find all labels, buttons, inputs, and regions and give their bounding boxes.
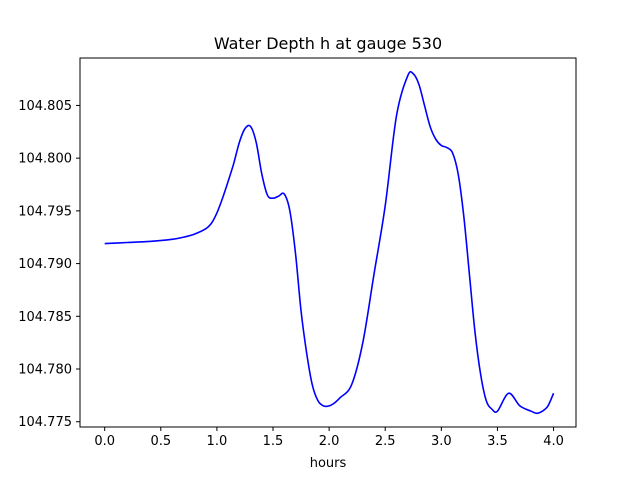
- y-tick-label: 104.795: [18, 204, 72, 219]
- x-tick-label: 3.5: [487, 434, 508, 449]
- x-axis-title: hours: [310, 456, 347, 471]
- y-tick-label: 104.785: [18, 310, 72, 325]
- y-tick-label: 104.780: [18, 363, 72, 378]
- chart-title: Water Depth h at gauge 530: [214, 34, 442, 53]
- x-tick-label: 0.0: [94, 434, 115, 449]
- x-tick-label: 2.5: [375, 434, 396, 449]
- plot-area: [79, 57, 577, 428]
- water-depth-line: [104, 70, 555, 415]
- y-tick-label: 104.775: [18, 415, 72, 430]
- x-tick-label: 4.0: [543, 434, 564, 449]
- x-tick-label: 3.0: [431, 434, 452, 449]
- y-tick-label: 104.800: [18, 152, 72, 167]
- x-tick-label: 2.0: [319, 434, 340, 449]
- y-tick-label: 104.790: [18, 257, 72, 272]
- x-tick-label: 1.5: [263, 434, 284, 449]
- x-tick-label: 1.0: [207, 434, 228, 449]
- x-axis: 0.0 0.5 1.0 1.5 2.0 2.5 3.0 3.5 4.0: [94, 427, 564, 449]
- x-tick-label: 0.5: [150, 434, 171, 449]
- y-axis: 104.775 104.780 104.785 104.790 104.795 104.8…: [18, 99, 80, 430]
- y-tick-label: 104.805: [18, 99, 72, 114]
